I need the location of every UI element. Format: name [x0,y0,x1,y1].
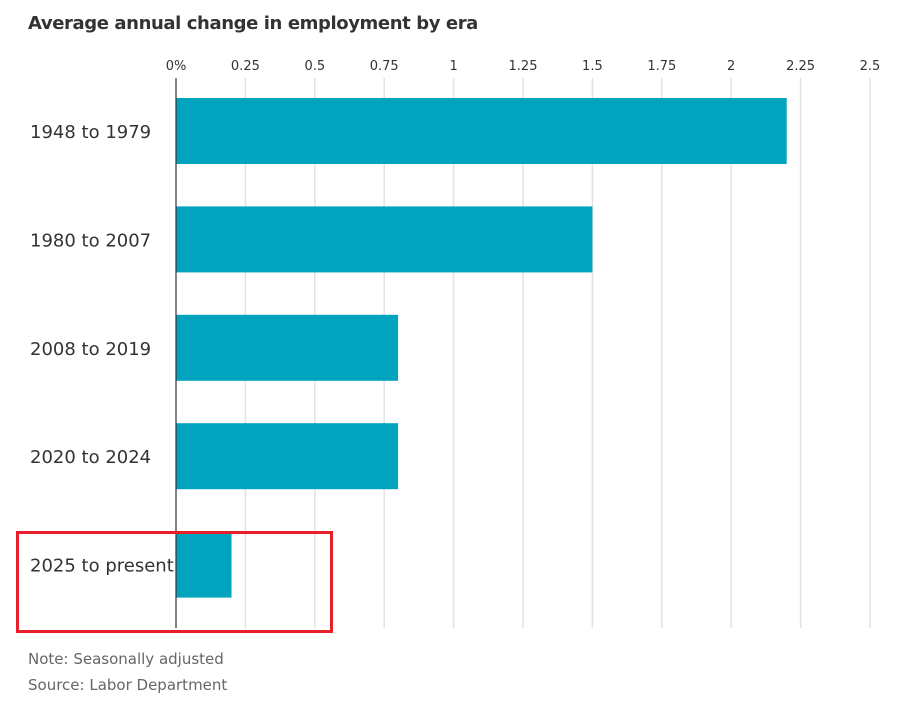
x-tick-label: 0.25 [231,59,260,74]
x-tick-label: 2.25 [786,59,815,74]
x-tick-label: 0% [166,59,187,74]
x-tick-label: 2.5 [860,59,881,74]
x-tick-label: 1.25 [509,59,538,74]
x-tick-label: 2 [727,59,735,74]
category-label: 2008 to 2019 [30,339,151,360]
x-tick-label: 0.75 [370,59,399,74]
x-tick-label: 1 [449,59,457,74]
category-label: 1948 to 1979 [30,122,151,143]
note-text: Note: Seasonally adjusted [28,650,224,668]
bar [176,98,787,164]
source-text: Source: Labor Department [28,676,228,694]
category-labels: 1948 to 1979 1980 to 2007 2008 to 2019 2020… [30,122,174,577]
category-label: 2025 to present [30,556,174,577]
x-tick-label: 1.75 [647,59,676,74]
x-tick-label: 0.5 [304,59,325,74]
x-axis-ticks: 0% 0.25 0.5 0.75 1 1.25 1.5 1.75 2 2.25 2.5 [166,59,881,74]
category-label: 1980 to 2007 [30,230,151,251]
x-tick-label: 1.5 [582,59,603,74]
bar [176,206,593,273]
chart-title: Average annual change in employment by e… [28,13,478,34]
bar [176,314,399,381]
bar [176,423,399,490]
category-label: 2020 to 2024 [30,447,151,468]
bars [176,98,787,598]
bar [176,531,232,598]
highlight-box [16,531,333,633]
